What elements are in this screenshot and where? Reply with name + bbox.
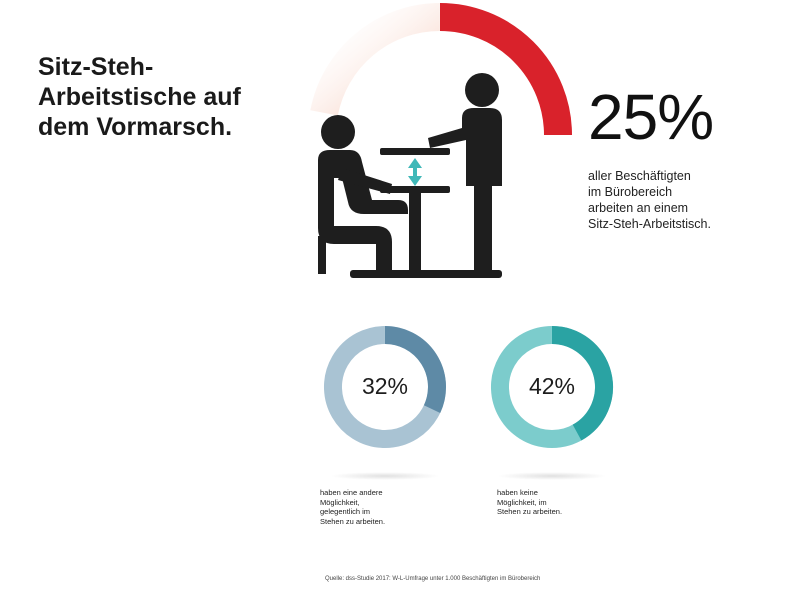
desc-line: Sitz-Steh-Arbeitstisch. <box>588 217 711 231</box>
desc-line: haben eine andere <box>320 488 383 497</box>
donut-value-slice <box>439 3 572 136</box>
stat-description: haben keine Möglichkeit, im Stehen zu ar… <box>497 488 627 517</box>
desc-line: Stehen zu arbeiten. <box>320 516 386 526</box>
donut-ring <box>324 326 446 448</box>
title-line: dem Vormarsch. <box>38 113 233 141</box>
page-title: Sitz-Steh- Arbeitstische auf dem Vormars… <box>38 52 298 142</box>
stat-description: haben eine andere Möglichkeit, gelegentl… <box>320 488 450 526</box>
height-adjust-arrow-icon <box>408 158 422 186</box>
donut-center <box>347 349 423 425</box>
donut-shadow <box>497 472 607 480</box>
main-stat-value: 25% <box>588 81 714 153</box>
donut-ring <box>491 326 613 448</box>
title-line: Sitz-Steh- <box>38 53 154 81</box>
desc-line: aller Beschäftigten <box>588 169 691 183</box>
desc-line: arbeiten an einem <box>588 201 689 215</box>
stat-donut-value: 42% <box>528 373 576 399</box>
stat-donut-42 <box>491 326 613 448</box>
source-note: Quelle: dss-Studie 2017: W-L-Umfrage unt… <box>325 576 541 582</box>
main-stat-description: aller Beschäftigten im Bürobereich arbei… <box>588 168 788 232</box>
donut-shadow <box>330 472 440 480</box>
desc-line: gelegentlich im <box>320 507 371 516</box>
sit-stand-desk-people-icon <box>318 73 502 278</box>
desc-line: haben keine <box>497 488 538 497</box>
desc-line: Möglichkeit, <box>320 497 360 507</box>
stat-donut-32 <box>324 326 446 448</box>
donut-remainder-slice <box>310 3 441 116</box>
donut-value-slice <box>384 326 446 413</box>
desc-line: Stehen zu arbeiten. <box>497 507 563 516</box>
donut-value-slice <box>551 326 613 441</box>
desc-line: Möglichkeit, im <box>497 497 547 507</box>
stat-donut-value: 32% <box>361 373 409 399</box>
title-line: Arbeitstische auf <box>38 83 241 111</box>
main-donut-ring <box>310 3 572 136</box>
desc-line: im Bürobereich <box>588 185 673 199</box>
donut-center <box>514 349 590 425</box>
